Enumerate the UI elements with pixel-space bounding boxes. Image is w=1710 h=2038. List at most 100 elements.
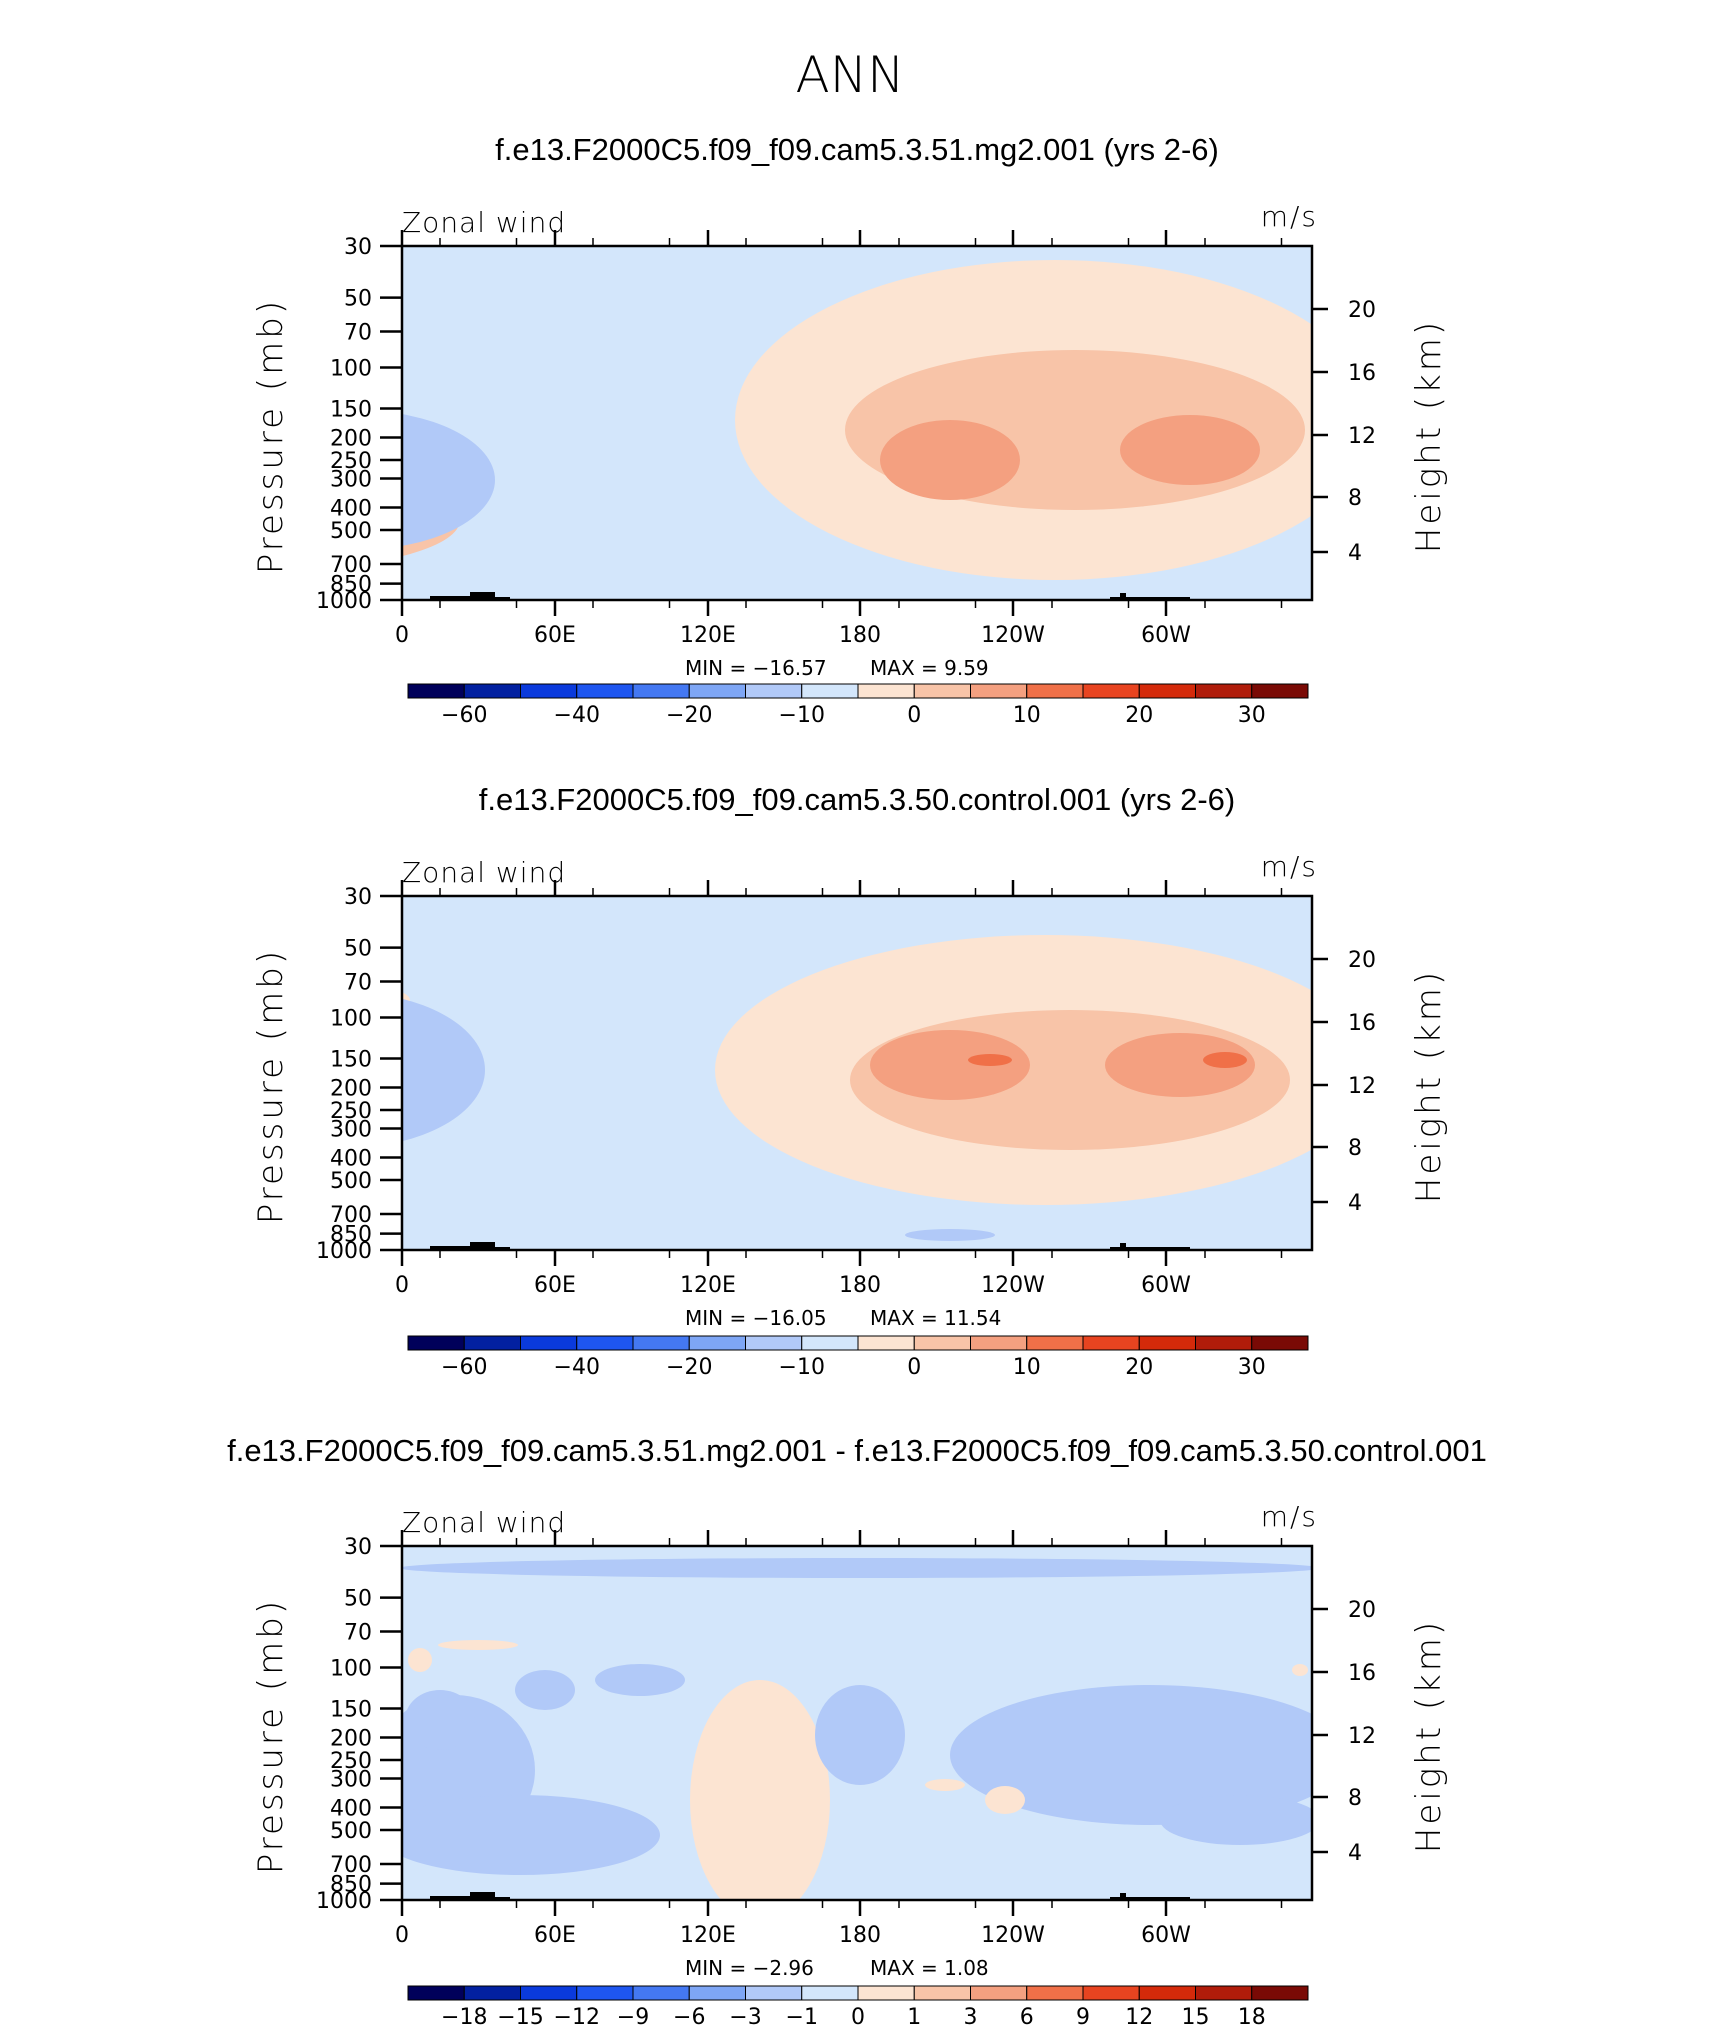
contour-region (925, 1779, 965, 1791)
panel-2: f.e13.F2000C5.f09_f09.cam5.3.50.control.… (251, 782, 1449, 1380)
y-tick-label: 70 (344, 971, 372, 996)
contour-region (0, 287, 115, 343)
y-tick-label: 1000 (316, 1239, 372, 1264)
colorbar-swatch (576, 683, 634, 699)
colorbar-label: −40 (554, 703, 600, 728)
contour-region (985, 1786, 1025, 1814)
height-tick-label: 8 (1348, 1136, 1362, 1161)
y-tick-label: 50 (344, 287, 372, 312)
y-tick-label: 700 (330, 1203, 372, 1228)
colorbar-swatch (1138, 683, 1196, 699)
colorbar-label: −1 (786, 2005, 818, 2030)
colorbar-label: 9 (1076, 2005, 1090, 2030)
colorbar-label: 20 (1125, 703, 1153, 728)
right-axis-title: Height (km) (1409, 1619, 1449, 1853)
colorbar-swatch (688, 683, 746, 699)
colorbar-swatch (1195, 683, 1253, 699)
colorbar-swatch (632, 1335, 690, 1351)
x-tick-label: 180 (839, 623, 881, 648)
y-tick-label: 300 (330, 1767, 372, 1792)
y-tick-label: 150 (330, 397, 372, 422)
min-label: MIN = −16.05 (685, 1306, 827, 1330)
y-tick-label: 1000 (316, 589, 372, 614)
height-tick-label: 4 (1348, 1841, 1362, 1866)
colorbar-label: −10 (779, 1355, 825, 1380)
colorbar-swatch (520, 683, 578, 699)
colorbar-label: 10 (1013, 1355, 1041, 1380)
colorbar-swatch (407, 1985, 465, 2001)
contour-region (690, 1680, 830, 1900)
y-tick-label: 400 (330, 1796, 372, 1821)
colorbar-label: 0 (851, 2005, 865, 2030)
colorbar-label: 30 (1238, 1355, 1266, 1380)
colorbar-swatch (1082, 683, 1140, 699)
colorbar-label: −18 (441, 2005, 487, 2030)
contour-region (1292, 1664, 1308, 1676)
x-tick-label: 60E (534, 1923, 576, 1948)
colorbar-swatch (1195, 1335, 1253, 1351)
panel-3: f.e13.F2000C5.f09_f09.cam5.3.51.mg2.001 … (227, 1433, 1487, 2030)
height-tick-label: 4 (1348, 541, 1362, 566)
colorbar-label: 30 (1238, 703, 1266, 728)
contour-region (402, 1795, 660, 1875)
y-tick-label: 30 (344, 235, 372, 260)
colorbar-swatch (520, 1985, 578, 2001)
colorbar-swatch (1026, 683, 1084, 699)
plot-area (402, 1546, 1312, 1900)
colorbar-swatch (632, 683, 690, 699)
y-tick-label: 850 (330, 1223, 372, 1248)
colorbar-swatch (1082, 1985, 1140, 2001)
y-tick-label: 30 (344, 885, 372, 910)
colorbar-swatch (576, 1985, 634, 2001)
contour-region (855, 759, 945, 771)
x-tick-label: 0 (395, 1273, 409, 1298)
x-tick-label: 120W (981, 1923, 1045, 1948)
x-tick-label: 120W (981, 623, 1045, 648)
colorbar-swatch (913, 1335, 971, 1351)
contour-region (75, 630, 535, 770)
contour-region (408, 1648, 432, 1672)
x-tick-label: 60W (1141, 623, 1191, 648)
topography (430, 592, 510, 600)
topography (1120, 1243, 1126, 1250)
x-tick-label: 60W (1141, 1923, 1191, 1948)
y-axis-title: Pressure (mb) (251, 948, 291, 1224)
colorbar-label: 6 (1020, 2005, 1034, 2030)
panel-title: f.e13.F2000C5.f09_f09.cam5.3.51.mg2.001 … (227, 1433, 1487, 1468)
contour-region (950, 1685, 1312, 1825)
contour-region (905, 1229, 995, 1241)
panel-title: f.e13.F2000C5.f09_f09.cam5.3.50.control.… (479, 782, 1236, 817)
variable-label: Zonal wind (402, 1506, 566, 1539)
contour-region (438, 1640, 518, 1650)
height-tick-label: 12 (1348, 424, 1376, 449)
y-tick-label: 200 (330, 1077, 372, 1102)
figure-title: ANN (795, 46, 904, 104)
y-tick-label: 70 (344, 1621, 372, 1646)
y-tick-label: 50 (344, 1587, 372, 1612)
max-label: MAX = 11.54 (870, 1306, 1001, 1330)
plot-frame (400, 244, 1314, 602)
y-axis-title: Pressure (mb) (251, 298, 291, 574)
y-tick-label: 200 (330, 1727, 372, 1752)
topography (430, 1242, 510, 1250)
colorbar-label: −3 (729, 2005, 761, 2030)
y-tick-label: 700 (330, 553, 372, 578)
variable-label: Zonal wind (402, 856, 566, 889)
colorbar-label: 0 (907, 1355, 921, 1380)
y-tick-label: 1000 (316, 1889, 372, 1914)
y-axis-title: Pressure (mb) (251, 1598, 291, 1874)
y-tick-label: 400 (330, 1146, 372, 1171)
y-tick-label: 250 (330, 1099, 372, 1124)
contour-region (1160, 1795, 1312, 1845)
contour-region (405, 1690, 475, 1750)
units-label: m/s (1261, 200, 1318, 233)
y-tick-label: 500 (330, 1169, 372, 1194)
colorbar-label: −12 (554, 2005, 600, 2030)
colorbar-label: 18 (1238, 2005, 1266, 2030)
colorbar-swatch (1251, 1985, 1309, 2001)
colorbar-swatch (520, 1335, 578, 1351)
contour-region (595, 1664, 685, 1696)
colorbar-swatch (801, 683, 859, 699)
colorbar-label: 1 (907, 2005, 921, 2030)
